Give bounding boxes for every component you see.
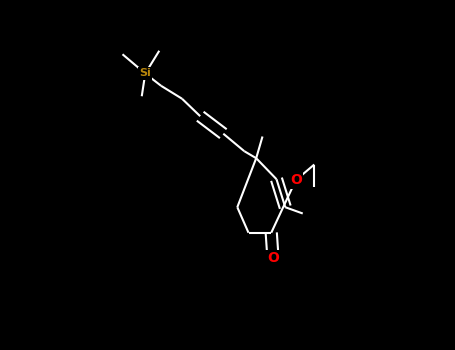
Text: O: O [290,173,302,187]
Text: Si: Si [139,69,151,78]
Text: O: O [267,251,279,265]
